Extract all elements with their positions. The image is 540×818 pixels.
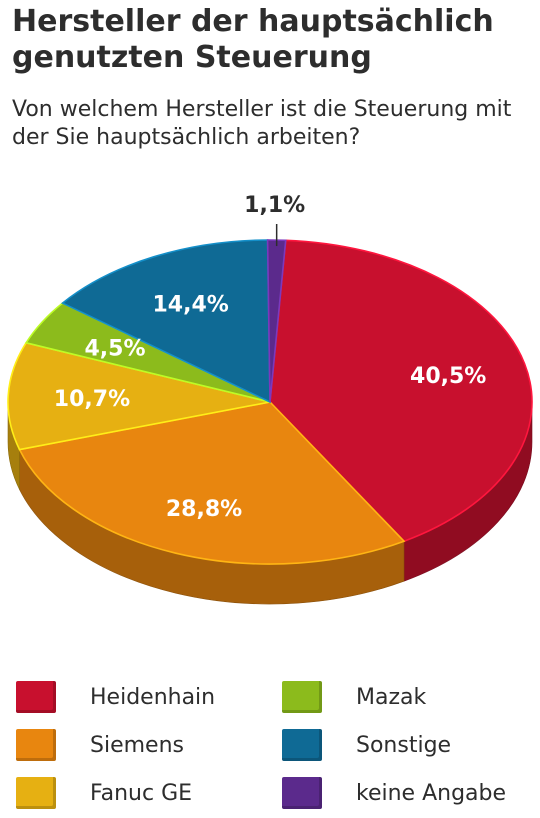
data-label-mazak: 4,5% [84, 337, 145, 362]
pie-slice-fanuc-ge [7, 341, 271, 451]
legend-label: Siemens [90, 732, 184, 758]
legend-item-mazak: Mazak [282, 677, 426, 717]
legend-item-heidenhain: Heidenhain [16, 677, 215, 717]
pie-chart: 40,5% 28,8% 10,7% 4,5% 14,4% 1,1% [7, 193, 533, 605]
legend-label: keine Angabe [356, 780, 507, 806]
data-label-fanuc-ge: 10,7% [54, 387, 130, 412]
data-label-sonstige: 14,4% [153, 292, 229, 317]
data-label-siemens: 28,8% [166, 497, 242, 522]
chart-title: Hersteller der hauptsächlich genutzten S… [12, 4, 494, 75]
legend-label: Fanuc GE [90, 780, 193, 806]
pie-slice-sonstige [61, 239, 271, 404]
legend-swatch [16, 729, 56, 761]
legend-label: Heidenhain [90, 684, 216, 710]
pie-data-labels: 40,5% 28,8% 10,7% 4,5% 14,4% 1,1% [54, 193, 487, 522]
legend-item-sonstige: Sonstige [282, 725, 451, 765]
legend-item-siemens: Siemens [16, 725, 184, 765]
pie-slices [7, 239, 533, 565]
legend-item-keine-angabe: keine Angabe [282, 773, 506, 813]
legend-swatch [282, 729, 322, 761]
pie-slice-siemens [18, 401, 406, 565]
legend-item-fanuc-ge: Fanuc GE [16, 773, 192, 813]
pie-slice-heidenhain [269, 239, 533, 543]
legend-swatch [282, 681, 322, 713]
legend-label: Sonstige [356, 732, 452, 758]
legend-swatch [16, 681, 56, 713]
chart-subtitle: Von welchem Hersteller ist die Steuerung… [12, 97, 512, 150]
data-label-keine-angabe: 1,1% [244, 193, 305, 218]
data-label-heidenhain: 40,5% [410, 364, 486, 389]
legend: Heidenhain Siemens Fanuc GE Mazak Sonsti… [0, 665, 540, 815]
legend-swatch [282, 777, 322, 809]
legend-swatch [16, 777, 56, 809]
legend-label: Mazak [356, 684, 427, 710]
